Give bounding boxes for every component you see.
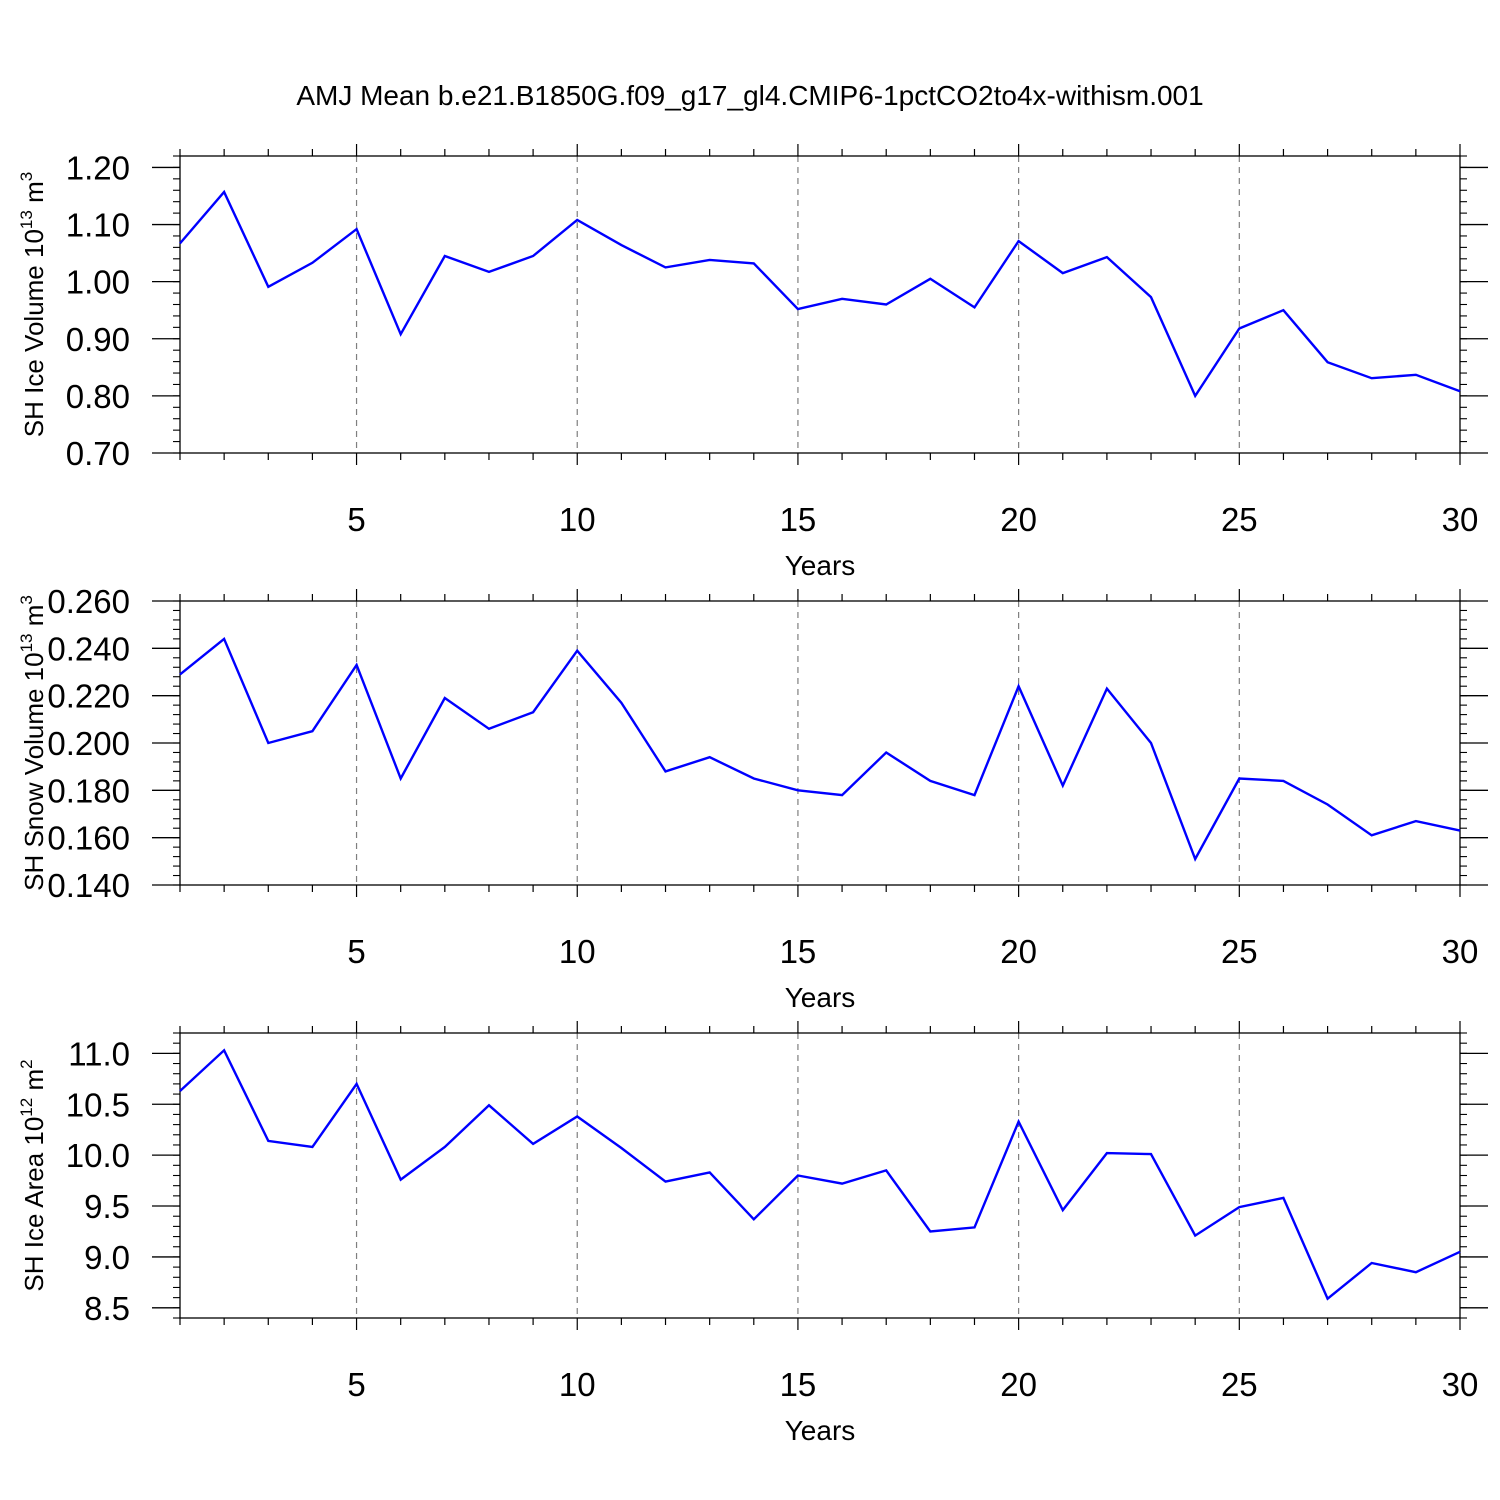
- y-axis-label: SH Snow Volume 1013 m3: [17, 595, 49, 891]
- y-tick-label: 10.0: [66, 1137, 130, 1174]
- y-tick-label: 0.260: [47, 583, 130, 620]
- plot-frame: [179, 600, 1461, 886]
- y-tick-label: 1.10: [66, 207, 130, 244]
- series-line: [179, 189, 1461, 399]
- panel-snow-volume: 5 10 15 20 25 30 Years 0.140 0.160 0.180 0.200 0.22…: [17, 583, 1488, 1013]
- series-line: [179, 636, 1461, 862]
- x-tick-label: 10: [559, 501, 596, 538]
- panel-ice-area: 5 10 15 20 25 30 Years 8.5 9.0 9.5 10.0 10.5 11.0 SH …: [17, 1021, 1488, 1446]
- x-tick-label: 30: [1442, 933, 1479, 970]
- y-tick-label: 1.00: [66, 264, 130, 301]
- y-tick-label: 0.220: [47, 678, 130, 715]
- x-tick-label: 20: [1000, 501, 1037, 538]
- y-axis-label: SH Ice Area 1012 m2: [17, 1059, 49, 1291]
- y-tick-label: 0.240: [47, 630, 130, 667]
- x-axis-label: Years: [785, 1415, 856, 1446]
- x-tick-label: 15: [780, 501, 817, 538]
- y-tick-label: 0.70: [66, 435, 130, 472]
- y-tick-label: 11.0: [68, 1035, 130, 1072]
- x-axis-label: Years: [785, 982, 856, 1013]
- x-tick-label: 10: [559, 933, 596, 970]
- y-tick-label: 0.140: [47, 867, 130, 904]
- x-tick-label: 20: [1000, 933, 1037, 970]
- plot-frame: [179, 1032, 1461, 1319]
- y-tick-label: 0.160: [47, 820, 130, 857]
- x-tick-label: 25: [1221, 933, 1258, 970]
- x-tick-label: 25: [1221, 501, 1258, 538]
- y-tick-label: 8.5: [84, 1290, 130, 1327]
- x-tick-label: 25: [1221, 1366, 1258, 1403]
- x-tick-label: 15: [780, 1366, 817, 1403]
- y-tick-label: 1.20: [66, 149, 130, 186]
- y-tick-label: 10.5: [66, 1086, 130, 1123]
- page-title: AMJ Mean b.e21.B1850G.f09_g17_gl4.CMIP6-…: [296, 80, 1204, 111]
- x-tick-label: 10: [559, 1366, 596, 1403]
- x-tick-label: 5: [347, 501, 365, 538]
- y-axis-label: SH Ice Volume 1013 m3: [17, 172, 49, 437]
- series-line: [179, 1048, 1461, 1301]
- y-tick-label: 0.180: [47, 772, 130, 809]
- x-tick-label: 20: [1000, 1366, 1037, 1403]
- y-tick-label: 0.80: [66, 378, 130, 415]
- x-tick-label: 30: [1442, 1366, 1479, 1403]
- x-tick-label: 15: [780, 933, 817, 970]
- x-tick-label: 30: [1442, 501, 1479, 538]
- y-tick-label: 9.5: [84, 1188, 130, 1225]
- y-tick-label: 0.90: [66, 321, 130, 358]
- y-tick-label: 9.0: [84, 1239, 130, 1276]
- x-tick-label: 5: [347, 1366, 365, 1403]
- panel-ice-volume: 5 10 15 20 25 30 Years 0.70 0.80 0.90 1.00 1.10 1.20…: [17, 144, 1488, 581]
- x-tick-label: 5: [347, 933, 365, 970]
- y-tick-label: 0.200: [47, 725, 130, 762]
- x-axis-label: Years: [785, 550, 856, 581]
